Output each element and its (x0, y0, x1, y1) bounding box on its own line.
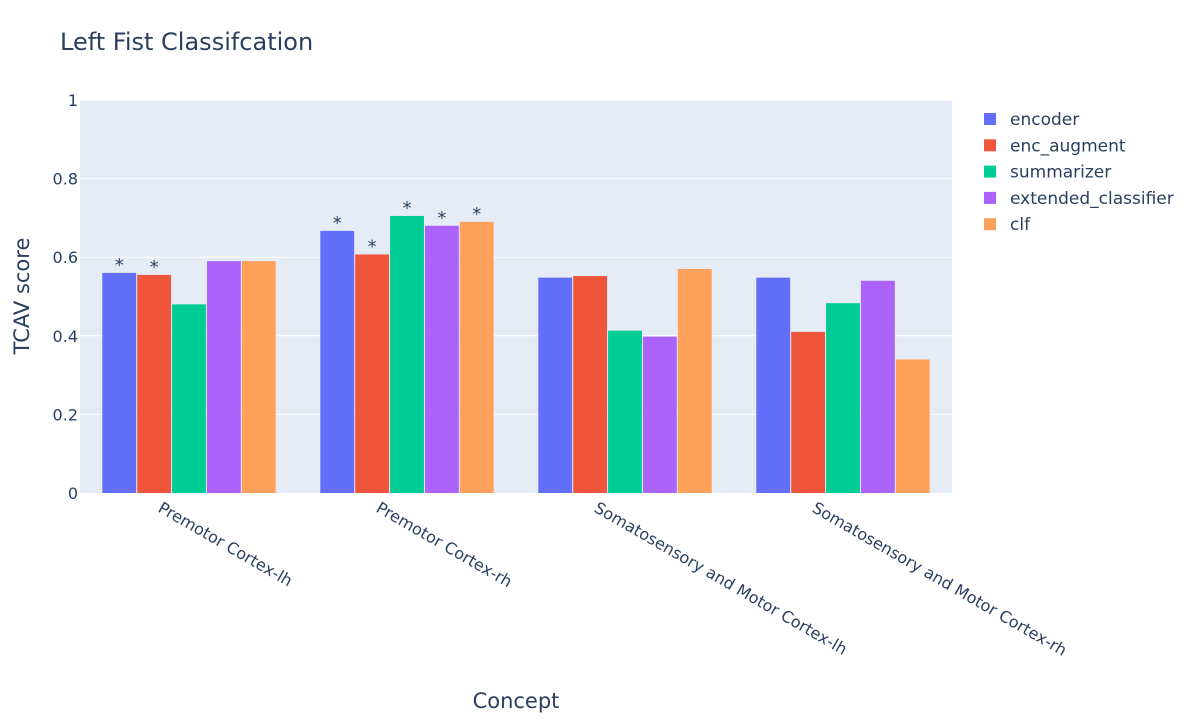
significance-star: * (472, 204, 481, 225)
x-tick-label: Premotor Cortex-lh (155, 498, 296, 590)
bar-enc_augment-4 (791, 331, 826, 493)
y-tick-label: 1 (68, 91, 78, 110)
y-tick-label: 0.8 (53, 170, 78, 189)
legend: encoder enc_augment summarizer extended_cla… (984, 110, 1174, 235)
x-tick-label: Premotor Cortex-rh (373, 498, 516, 591)
y-tick-label: 0 (68, 484, 78, 503)
significance-star: * (368, 236, 377, 257)
bar-clf-1 (241, 261, 276, 493)
bar-encoder-1 (102, 272, 137, 493)
bar-encoder-4 (756, 277, 791, 493)
significance-star: * (437, 208, 446, 229)
y-tick-label: 0.6 (53, 248, 78, 267)
bar-enc_augment-1 (137, 274, 172, 493)
bar-clf-4 (895, 359, 930, 493)
bar-extended_classifier-2 (424, 225, 459, 493)
bar-clf-2 (459, 221, 494, 493)
bar-clf-3 (677, 268, 712, 493)
bar-summarizer-1 (172, 304, 206, 493)
legend-label-clf: clf (1010, 215, 1031, 235)
x-tick-label: Somatosensory and Motor Cortex-rh (809, 498, 1070, 660)
bar-summarizer-4 (826, 303, 860, 493)
legend-label-enc_augment: enc_augment (1010, 136, 1126, 156)
bar-extended_classifier-1 (206, 261, 241, 493)
bar-summarizer-3 (608, 330, 642, 493)
bar-summarizer-2 (390, 215, 424, 493)
significance-star: * (333, 213, 342, 234)
significance-star: * (115, 255, 124, 276)
y-tick-label: 0.2 (53, 405, 78, 424)
legend-swatch-encoder (984, 113, 996, 125)
significance-star: * (403, 198, 412, 219)
bar-encoder-2 (320, 230, 355, 493)
bar-extended_classifier-3 (642, 336, 677, 493)
legend-label-extended_classifier: extended_classifier (1010, 189, 1174, 209)
significance-star: * (150, 257, 159, 278)
bar-enc_augment-3 (573, 276, 608, 493)
x-axis-ticks: Premotor Cortex-lh Premotor Cortex-rh Soma… (155, 498, 1070, 660)
chart-title: Left Fist Classifcation (60, 28, 313, 56)
y-axis-title: TCAV score (10, 238, 34, 356)
y-tick-label: 0.4 (53, 327, 78, 346)
legend-swatch-extended_classifier (984, 191, 996, 204)
bar-encoder-3 (538, 277, 573, 493)
x-tick-label: Somatosensory and Motor Cortex-lh (591, 498, 851, 659)
bar-enc_augment-2 (355, 254, 390, 493)
significance-markers: * * * * * * * (115, 198, 482, 278)
legend-swatch-clf (984, 218, 996, 231)
legend-swatch-enc_augment (984, 139, 996, 152)
bar-extended_classifier-4 (860, 280, 895, 493)
legend-label-encoder: encoder (1010, 110, 1079, 130)
bars (102, 215, 930, 493)
y-axis-ticks: 0 0.2 0.4 0.6 0.8 1 (53, 91, 78, 503)
legend-swatch-summarizer (984, 165, 996, 178)
x-axis-title: Concept (473, 689, 560, 713)
legend-label-summarizer: summarizer (1010, 163, 1111, 183)
